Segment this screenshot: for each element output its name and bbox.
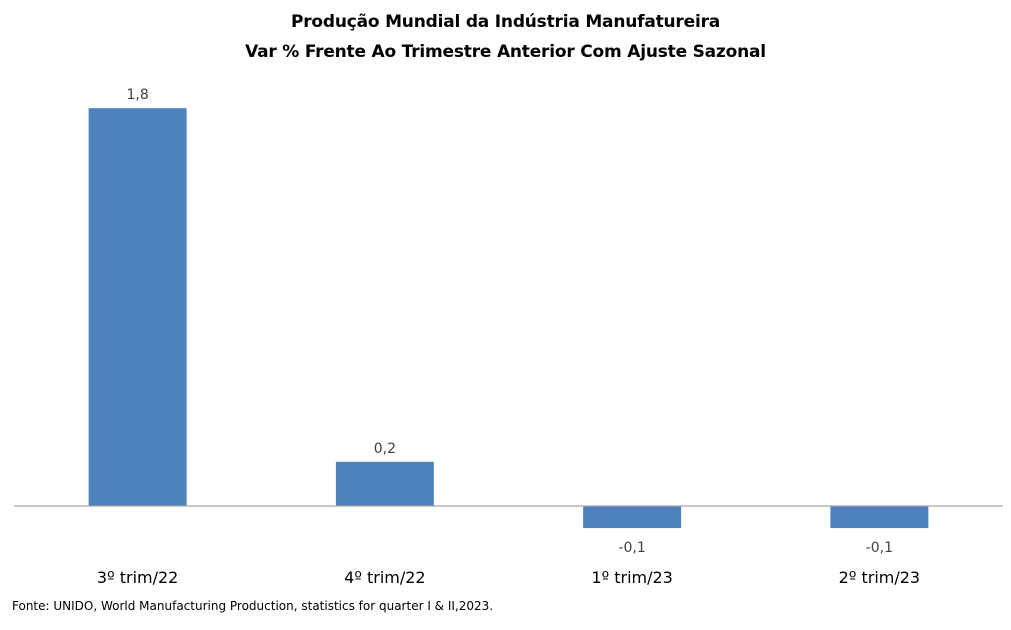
data-label: 1,8: [126, 87, 148, 103]
bar: [88, 108, 187, 506]
bar: [335, 461, 434, 506]
bar: [583, 506, 682, 529]
source-note: Fonte: UNIDO, World Manufacturing Produc…: [12, 599, 494, 613]
category-label: 4º trim/22: [344, 568, 425, 587]
data-label: 0,2: [374, 441, 396, 457]
bar: [830, 506, 929, 529]
data-label: -0,1: [618, 540, 645, 556]
chart-subtitle: Var % Frente Ao Trimestre Anterior Com A…: [245, 42, 766, 62]
chart-title: Produção Mundial da Indústria Manufature…: [290, 12, 721, 32]
data-label: -0,1: [866, 540, 893, 556]
category-label: 1º trim/23: [591, 568, 672, 587]
category-label: 2º trim/23: [839, 568, 920, 587]
category-label: 3º trim/22: [97, 568, 178, 587]
